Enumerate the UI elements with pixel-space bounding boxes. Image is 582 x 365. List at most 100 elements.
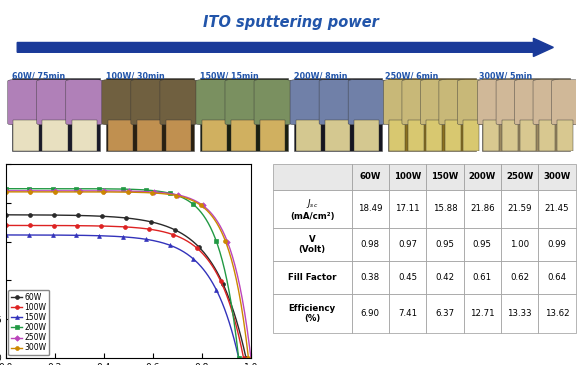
FancyBboxPatch shape bbox=[66, 80, 102, 125]
150W bbox=[3, 233, 10, 237]
Bar bbox=[137, 120, 162, 151]
Text: 0.98: 0.98 bbox=[361, 240, 380, 249]
150W bbox=[129, 235, 136, 240]
Bar bbox=[483, 120, 499, 151]
250W bbox=[135, 189, 142, 193]
Bar bbox=[464, 294, 501, 333]
FancyBboxPatch shape bbox=[196, 80, 233, 125]
Bar bbox=[501, 164, 538, 189]
Text: 250W: 250W bbox=[506, 173, 533, 181]
100W bbox=[132, 225, 139, 230]
FancyBboxPatch shape bbox=[552, 80, 579, 125]
100W bbox=[2, 223, 9, 228]
300W bbox=[24, 190, 31, 194]
Bar bbox=[42, 120, 68, 151]
Bar bbox=[502, 120, 518, 151]
Bar bbox=[538, 189, 576, 228]
Bar bbox=[538, 228, 576, 261]
Line: 100W: 100W bbox=[4, 223, 246, 360]
FancyBboxPatch shape bbox=[37, 80, 73, 125]
Text: 0.61: 0.61 bbox=[473, 273, 492, 282]
300W bbox=[225, 249, 232, 253]
Text: 0.45: 0.45 bbox=[398, 273, 417, 282]
150W bbox=[23, 233, 30, 237]
Bar bbox=[260, 120, 285, 151]
Bar bbox=[426, 189, 464, 228]
Text: 0.62: 0.62 bbox=[510, 273, 529, 282]
Text: 60W: 60W bbox=[360, 173, 381, 181]
Bar bbox=[482, 78, 570, 151]
60W bbox=[90, 214, 97, 218]
Bar bbox=[520, 120, 537, 151]
Text: 6.90: 6.90 bbox=[361, 309, 380, 318]
Text: 150W: 150W bbox=[431, 173, 459, 181]
100W bbox=[3, 223, 10, 228]
Bar bbox=[296, 120, 321, 151]
Bar bbox=[389, 120, 405, 151]
Bar bbox=[230, 120, 256, 151]
FancyBboxPatch shape bbox=[514, 80, 542, 125]
FancyArrow shape bbox=[17, 38, 553, 57]
60W bbox=[133, 217, 140, 221]
250W bbox=[24, 189, 31, 193]
FancyBboxPatch shape bbox=[160, 80, 197, 125]
Bar bbox=[539, 120, 555, 151]
Text: 0.38: 0.38 bbox=[361, 273, 380, 282]
Bar bbox=[325, 120, 350, 151]
100W bbox=[90, 224, 97, 228]
Bar bbox=[426, 294, 464, 333]
Bar bbox=[389, 164, 426, 189]
Bar bbox=[294, 78, 382, 151]
250W bbox=[228, 250, 235, 254]
60W bbox=[223, 290, 230, 295]
Bar bbox=[388, 78, 476, 151]
Text: 200W: 200W bbox=[469, 173, 496, 181]
Bar bbox=[200, 78, 288, 151]
FancyBboxPatch shape bbox=[225, 80, 262, 125]
250W bbox=[92, 189, 99, 193]
Bar bbox=[501, 261, 538, 294]
100W bbox=[24, 223, 31, 228]
Bar bbox=[12, 78, 100, 151]
60W bbox=[243, 356, 250, 360]
Text: 21.45: 21.45 bbox=[545, 204, 569, 214]
Bar bbox=[354, 120, 379, 151]
FancyBboxPatch shape bbox=[319, 80, 356, 125]
Text: 0.97: 0.97 bbox=[398, 240, 417, 249]
FancyBboxPatch shape bbox=[384, 80, 411, 125]
150W bbox=[235, 356, 242, 360]
200W bbox=[2, 187, 9, 191]
Bar bbox=[426, 164, 464, 189]
Bar bbox=[426, 261, 464, 294]
Text: 200W/ 8min: 200W/ 8min bbox=[294, 71, 347, 80]
Bar bbox=[389, 294, 426, 333]
Bar bbox=[352, 189, 389, 228]
FancyBboxPatch shape bbox=[102, 80, 139, 125]
150W bbox=[235, 356, 242, 360]
FancyBboxPatch shape bbox=[254, 80, 290, 125]
250W bbox=[247, 356, 254, 360]
Bar bbox=[445, 120, 461, 151]
Bar bbox=[273, 294, 352, 333]
Bar bbox=[464, 261, 501, 294]
FancyBboxPatch shape bbox=[457, 80, 485, 125]
60W bbox=[2, 213, 9, 217]
60W bbox=[3, 213, 10, 217]
FancyBboxPatch shape bbox=[478, 80, 505, 125]
Line: 150W: 150W bbox=[4, 233, 240, 360]
Bar bbox=[501, 189, 538, 228]
Bar bbox=[464, 228, 501, 261]
Bar bbox=[352, 261, 389, 294]
300W bbox=[245, 356, 252, 360]
Text: 150W/ 15min: 150W/ 15min bbox=[200, 71, 258, 80]
Text: 7.41: 7.41 bbox=[398, 309, 417, 318]
300W bbox=[134, 190, 141, 195]
Bar bbox=[464, 164, 501, 189]
Text: 0.95: 0.95 bbox=[473, 240, 492, 249]
Bar bbox=[538, 164, 576, 189]
200W bbox=[235, 356, 242, 360]
Text: 18.49: 18.49 bbox=[358, 204, 382, 214]
FancyBboxPatch shape bbox=[496, 80, 524, 125]
Text: 1.00: 1.00 bbox=[510, 240, 529, 249]
Bar bbox=[464, 189, 501, 228]
